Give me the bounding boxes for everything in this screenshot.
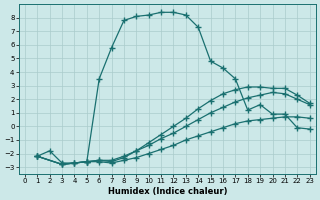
X-axis label: Humidex (Indice chaleur): Humidex (Indice chaleur)	[108, 187, 227, 196]
